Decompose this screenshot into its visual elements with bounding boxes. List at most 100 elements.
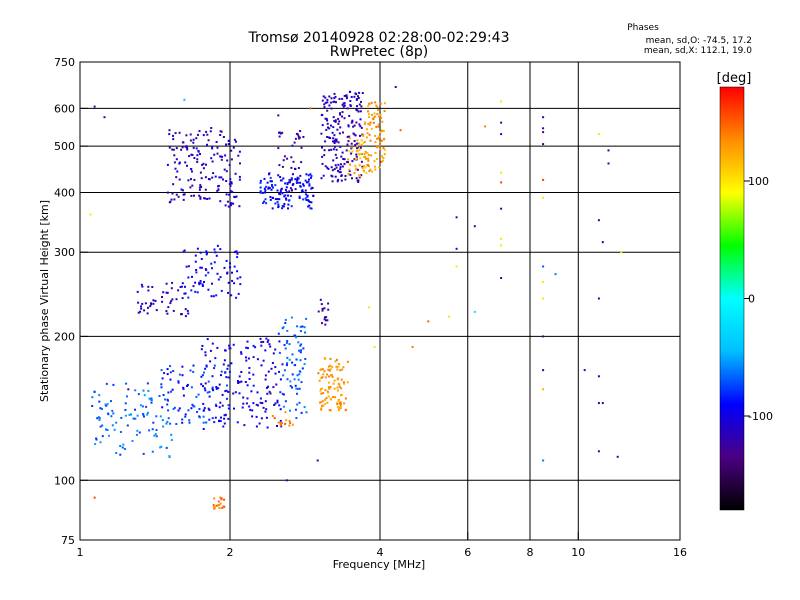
data-point [298, 137, 301, 140]
data-point [168, 129, 171, 132]
data-point [236, 421, 239, 424]
data-point [214, 251, 217, 254]
data-point [326, 119, 329, 122]
data-point [331, 365, 334, 368]
data-point [193, 157, 196, 159]
data-point [381, 120, 384, 123]
data-point [142, 389, 145, 392]
data-point [219, 200, 222, 203]
data-point [279, 132, 282, 135]
data-point [204, 382, 207, 385]
data-point [379, 148, 382, 151]
data-point [227, 390, 230, 393]
data-point [263, 200, 266, 203]
data-point [367, 104, 370, 107]
data-point [217, 387, 220, 390]
data-point [211, 147, 214, 150]
data-point [356, 147, 358, 150]
data-point [346, 381, 349, 384]
data-point [354, 144, 357, 147]
data-point [216, 272, 219, 275]
data-point [310, 201, 313, 204]
data-point [218, 507, 221, 510]
data-point [91, 396, 94, 399]
data-point [338, 363, 341, 365]
data-point [278, 131, 280, 134]
data-point [211, 282, 213, 285]
data-point [252, 384, 255, 387]
data-point [304, 331, 307, 334]
stats-header: Phases [627, 23, 659, 33]
data-point [338, 120, 341, 123]
data-point [329, 101, 332, 104]
data-point [345, 97, 348, 100]
data-point [241, 406, 244, 409]
data-point [215, 386, 218, 388]
data-point [334, 396, 337, 399]
data-point [326, 98, 329, 101]
data-point [299, 351, 302, 354]
data-point [356, 168, 359, 171]
data-point [143, 309, 146, 312]
data-point [287, 203, 290, 206]
data-point [367, 154, 370, 157]
data-point [352, 132, 355, 135]
data-point [321, 124, 324, 127]
data-point [307, 200, 310, 203]
x-tick-label: 16 [673, 546, 687, 559]
data-point [285, 198, 288, 201]
data-point [141, 405, 144, 408]
data-point [181, 189, 184, 192]
data-point [319, 368, 322, 371]
data-point [357, 97, 360, 100]
data-point [355, 98, 358, 101]
data-point [359, 157, 362, 160]
data-point [334, 153, 337, 156]
data-point [360, 100, 362, 103]
data-point [152, 421, 155, 424]
data-point [328, 95, 331, 98]
data-point [211, 145, 214, 148]
data-point [368, 170, 371, 173]
data-point [279, 408, 282, 411]
data-point [271, 207, 274, 210]
data-point [328, 136, 330, 139]
data-point [264, 191, 266, 194]
data-point [298, 401, 301, 404]
data-point [289, 385, 292, 387]
data-point [324, 403, 327, 405]
data-point [597, 219, 600, 222]
data-point [308, 183, 311, 186]
data-point [288, 343, 291, 346]
data-point [341, 97, 344, 100]
data-point [287, 207, 289, 210]
data-point [302, 198, 305, 201]
data-point [147, 389, 150, 392]
data-point [226, 200, 229, 203]
data-point [282, 326, 285, 329]
data-point [542, 131, 545, 134]
data-point [167, 306, 170, 309]
data-point [162, 425, 165, 428]
data-point [271, 415, 274, 417]
data-point [365, 136, 368, 139]
data-point [112, 383, 115, 386]
data-point [500, 181, 503, 184]
data-point [394, 86, 397, 88]
data-point [215, 141, 218, 143]
data-point [300, 343, 303, 346]
data-point [200, 348, 203, 351]
data-point [266, 386, 268, 389]
data-point [328, 409, 331, 412]
data-point [281, 192, 284, 195]
data-point [347, 158, 350, 161]
data-point [233, 196, 236, 199]
data-point [343, 162, 346, 165]
data-point [295, 336, 298, 339]
data-point [238, 175, 241, 178]
data-point [256, 358, 259, 361]
data-point [186, 383, 189, 386]
data-point [321, 404, 324, 407]
data-point [202, 167, 205, 170]
data-point [149, 398, 152, 401]
